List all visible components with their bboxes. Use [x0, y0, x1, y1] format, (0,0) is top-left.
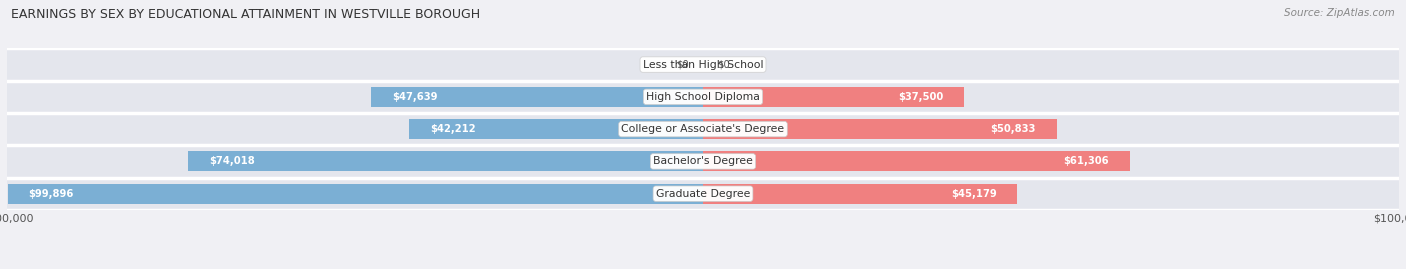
- Text: High School Diploma: High School Diploma: [647, 92, 759, 102]
- Bar: [703, 119, 1057, 139]
- Text: $74,018: $74,018: [208, 156, 254, 167]
- Bar: [188, 151, 703, 171]
- Bar: [371, 87, 703, 107]
- Text: $50,833: $50,833: [991, 124, 1036, 134]
- Bar: [7, 81, 1399, 113]
- Bar: [7, 48, 1399, 81]
- Bar: [7, 178, 1399, 210]
- Text: $61,306: $61,306: [1063, 156, 1109, 167]
- Bar: [703, 184, 1018, 204]
- Text: $37,500: $37,500: [898, 92, 943, 102]
- Text: $0: $0: [676, 59, 689, 70]
- Bar: [7, 145, 1399, 178]
- Text: $47,639: $47,639: [392, 92, 437, 102]
- Text: $0: $0: [717, 59, 730, 70]
- Bar: [7, 113, 1399, 145]
- Text: College or Associate's Degree: College or Associate's Degree: [621, 124, 785, 134]
- Bar: [703, 87, 965, 107]
- Bar: [409, 119, 703, 139]
- Bar: [8, 184, 703, 204]
- Text: $99,896: $99,896: [28, 189, 75, 199]
- Text: EARNINGS BY SEX BY EDUCATIONAL ATTAINMENT IN WESTVILLE BOROUGH: EARNINGS BY SEX BY EDUCATIONAL ATTAINMEN…: [11, 8, 481, 21]
- Text: Less than High School: Less than High School: [643, 59, 763, 70]
- Text: $42,212: $42,212: [430, 124, 475, 134]
- Text: Bachelor's Degree: Bachelor's Degree: [652, 156, 754, 167]
- Text: Source: ZipAtlas.com: Source: ZipAtlas.com: [1284, 8, 1395, 18]
- Bar: [703, 151, 1129, 171]
- Text: $45,179: $45,179: [950, 189, 997, 199]
- Text: Graduate Degree: Graduate Degree: [655, 189, 751, 199]
